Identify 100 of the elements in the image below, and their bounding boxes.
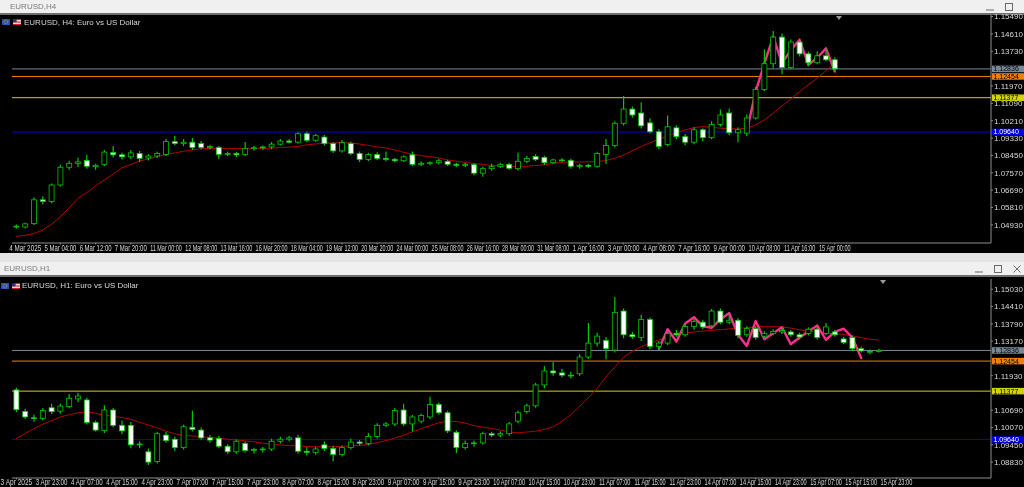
candlestick xyxy=(400,403,407,426)
x-tick-label: 3 Apr 2025 xyxy=(0,477,33,487)
y-tick-label: 1.13170 xyxy=(994,337,1024,347)
x-tick-label: 7 Apr 07:00 xyxy=(176,477,209,487)
candlestick xyxy=(726,108,733,136)
candlestick xyxy=(743,114,750,137)
y-tick-label: 1.08830 xyxy=(994,457,1024,467)
candlestick xyxy=(83,397,90,425)
x-tick-label: 10 Apr 07:00 xyxy=(493,476,526,487)
candlestick xyxy=(655,129,662,150)
x-tick-label: 8 Apr 23:00 xyxy=(352,477,385,487)
x-tick-label: 11 Apr 15:00 xyxy=(634,476,666,487)
y-tick-label: 1.10690 xyxy=(994,406,1024,416)
x-tick-label: 7 Apr 16:00 xyxy=(678,243,710,254)
candlestick xyxy=(48,183,55,204)
y-tick-label: 1.05810 xyxy=(994,203,1024,213)
y-tick-label: 1.10070 xyxy=(994,423,1024,433)
candlestick xyxy=(427,396,433,419)
x-tick-label: 5 Mar 04:00 xyxy=(44,242,77,254)
y-tick-label: 1.14410 xyxy=(994,302,1024,312)
x-tick-label: 4 Apr 07:00 xyxy=(71,477,103,487)
x-tick-label: 3 Apr 23:00 xyxy=(35,477,68,487)
x-tick-label: 9 Apr 15:00 xyxy=(423,477,455,487)
x-tick-label: 15 Apr 23:00 xyxy=(880,476,913,487)
candlestick xyxy=(110,408,117,428)
candlestick xyxy=(585,322,592,360)
x-tick-label: 15 Apr 07:00 xyxy=(810,476,842,487)
x-tick-label: 26 Mar 16:00 xyxy=(466,243,499,254)
x-tick-label: 7 Mar 20:00 xyxy=(114,242,147,254)
x-tick-label: 1 Apr 16:00 xyxy=(572,243,605,254)
candlestick xyxy=(119,152,125,160)
candlestick xyxy=(638,102,645,129)
candlestick xyxy=(603,336,609,360)
y-tick-label: 1.13730 xyxy=(994,47,1024,57)
y-tick-label: 1.13790 xyxy=(994,319,1024,329)
candlestick xyxy=(735,317,741,339)
candlestick xyxy=(57,164,64,187)
x-tick-label: 10 Apr 15:00 xyxy=(528,476,561,487)
y-tick-label: 1.06690 xyxy=(994,186,1024,196)
x-tick-label: 4 Apr 08:00 xyxy=(643,243,675,254)
x-tick-label: 11 Apr 16:00 xyxy=(783,242,816,254)
y-tick-label: 1.11090 xyxy=(994,99,1023,109)
x-tick-label: 4 Apr 15:00 xyxy=(106,477,138,487)
candlestick xyxy=(444,410,451,433)
candlestick xyxy=(471,440,477,447)
candlestick xyxy=(251,447,257,454)
x-tick-label: 11 Apr 23:00 xyxy=(669,476,701,487)
y-tick-label: 1.15030 xyxy=(994,285,1024,295)
chart-title: EURUSD,H1 xyxy=(4,263,51,275)
line-series xyxy=(657,311,863,360)
candlestick xyxy=(75,392,81,403)
x-tick-label: 8 Apr 07:00 xyxy=(282,477,314,487)
candlestick xyxy=(620,96,627,126)
x-tick-label: 15 Apr 15:00 xyxy=(845,476,878,487)
candlestick xyxy=(867,349,873,355)
candlestick xyxy=(603,139,609,164)
candlestick xyxy=(664,115,671,147)
y-tick-label: 1.14610 xyxy=(994,29,1024,39)
candlestick xyxy=(383,151,389,162)
candlestick xyxy=(453,430,460,453)
y-tick-label: 1.08450 xyxy=(994,151,1024,161)
x-tick-label: 9 Apr 23:00 xyxy=(458,477,490,487)
candlestick xyxy=(515,152,521,171)
x-tick-label: 7 Apr 23:00 xyxy=(247,477,279,487)
x-tick-label: 3 Apr 00:00 xyxy=(607,243,640,254)
x-tick-label: 9 Apr 00:00 xyxy=(713,243,745,254)
x-tick-label: 25 Mar 08:00 xyxy=(431,243,464,254)
candlestick xyxy=(620,308,627,339)
candlestick xyxy=(13,387,20,412)
candlestick xyxy=(559,368,565,378)
x-tick-label: 14 Apr 07:00 xyxy=(704,476,737,487)
x-tick-label: 8 Apr 15:00 xyxy=(317,477,349,487)
candlestick xyxy=(189,410,196,432)
candlestick xyxy=(576,354,583,376)
y-tick-label: 1.11930 xyxy=(994,371,1023,381)
x-tick-label: 12 Mar 08:00 xyxy=(185,243,218,254)
candlestick xyxy=(119,420,125,435)
x-tick-label: 10 Apr 08:00 xyxy=(748,242,781,254)
x-tick-label: 13 Mar 16:00 xyxy=(220,243,253,254)
candlestick xyxy=(559,158,565,162)
candlestick xyxy=(735,127,741,143)
x-tick-label: 4 Mar 2025 xyxy=(9,243,42,254)
chart-subtitle: EURUSD, H4: Euro vs US Dollar xyxy=(24,17,141,27)
x-tick-label: 4 Apr 23:00 xyxy=(141,477,173,487)
x-tick-label: 10 Apr 23:00 xyxy=(563,476,596,487)
candlestick xyxy=(31,414,37,422)
chart-title: EURUSD,H4 xyxy=(10,1,57,13)
x-tick-label: 11 Apr 07:00 xyxy=(599,476,631,487)
x-tick-label: 14 Apr 23:00 xyxy=(774,476,807,487)
candlestick xyxy=(31,197,37,226)
x-tick-label: 14 Apr 15:00 xyxy=(739,476,772,487)
x-tick-label: 6 Mar 12:00 xyxy=(79,242,112,254)
y-tick-label: 1.09330 xyxy=(994,133,1024,143)
x-tick-label: 24 Mar 00:00 xyxy=(396,243,429,254)
y-tick-label: 1.10210 xyxy=(994,116,1024,126)
x-tick-label: 31 Mar 08:00 xyxy=(537,243,570,254)
x-tick-label: 19 Mar 12:00 xyxy=(326,243,359,254)
x-tick-label: 20 Mar 20:00 xyxy=(361,243,394,254)
candlestick xyxy=(207,144,213,150)
candlestick xyxy=(638,314,645,341)
